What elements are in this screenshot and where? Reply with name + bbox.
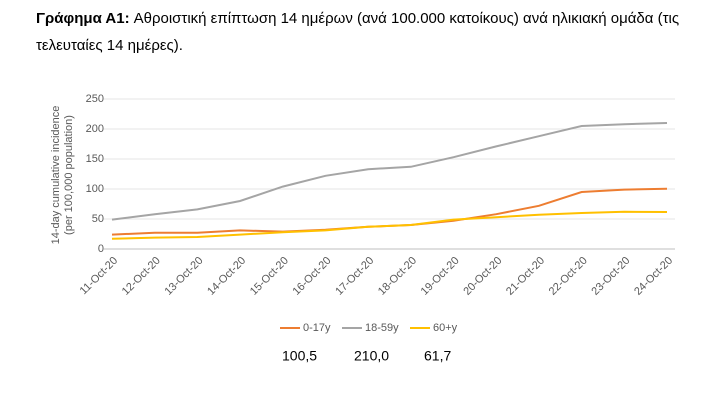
x-tick-label: 12-Oct-20 (120, 255, 163, 298)
x-tick-label: 14-Oct-20 (205, 255, 248, 298)
legend-label: 60+y (433, 322, 458, 334)
summary-value: 210,0 (354, 348, 389, 364)
x-tick-label: 22-Oct-20 (547, 255, 590, 298)
chart-title: Γράφημα Α1: Αθροιστική επίπτωση 14 ημέρων… (36, 10, 679, 27)
x-tick-label: 21-Oct-20 (504, 255, 547, 298)
x-tick-label: 13-Oct-20 (162, 255, 205, 298)
legend-label: 18-59y (365, 322, 399, 334)
x-tick-label: 20-Oct-20 (461, 255, 504, 298)
y-tick-label: 0 (98, 243, 104, 255)
y-tick-label: 150 (86, 153, 104, 165)
y-tick-label: 250 (86, 93, 104, 105)
x-tick-label: 17-Oct-20 (333, 255, 376, 298)
legend-label: 0-17y (303, 322, 331, 334)
x-tick-label: 16-Oct-20 (291, 255, 334, 298)
series-line (111, 122, 668, 221)
y-tick-label: 100 (86, 183, 104, 195)
x-tick-label: 11-Oct-20 (78, 255, 120, 297)
x-tick-label: 23-Oct-20 (589, 255, 632, 298)
summary-value: 61,7 (424, 348, 451, 364)
x-tick-label: 15-Oct-20 (248, 255, 291, 298)
title-line: τελευταίες 14 ημέρες). (36, 37, 183, 54)
y-axis-label-line: 14-day cumulative incidence (50, 106, 62, 245)
y-tick-label: 200 (86, 123, 104, 135)
summary-value: 100,5 (282, 348, 317, 364)
title-line: Αθροιστική επίπτωση 14 ημέρων (ανά 100.0… (134, 10, 679, 27)
y-axis-label-line: (per 100,000 population) (63, 115, 75, 235)
x-tick-label: 24-Oct-20 (632, 255, 675, 298)
x-tick-label: 18-Oct-20 (376, 255, 419, 298)
series-line (111, 210, 668, 240)
series-line (111, 187, 668, 236)
y-tick-label: 50 (92, 213, 104, 225)
y-axis-label: 14-day cumulative incidence(per 100,000 … (50, 106, 75, 245)
x-tick-label: 19-Oct-20 (419, 255, 462, 298)
title-bold: Γράφημα Α1: (36, 10, 130, 27)
